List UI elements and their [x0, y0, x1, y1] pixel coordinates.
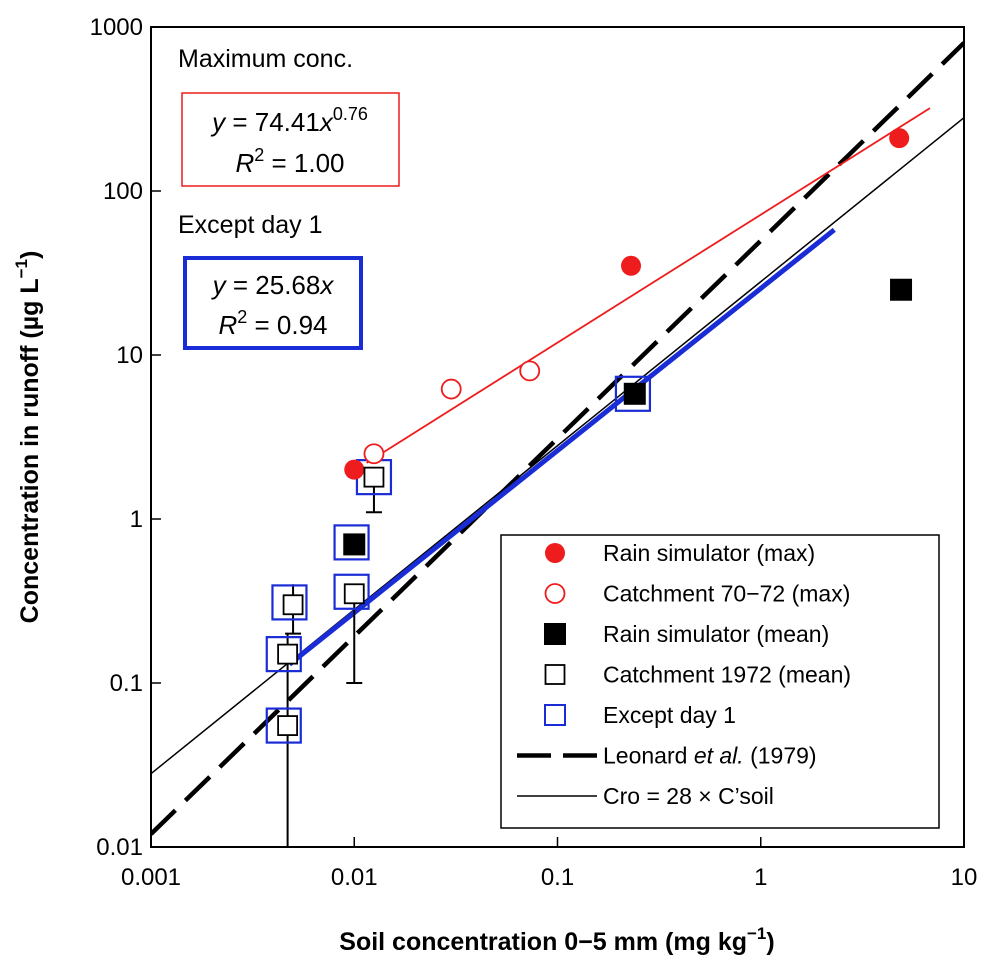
except-fit-line — [287, 227, 836, 667]
rain-simulator-max-point — [621, 255, 642, 276]
y-tick-label: 0.01 — [96, 834, 143, 861]
y-tick-label: 10 — [116, 342, 143, 369]
legend-label: Catchment 1972 (mean) — [603, 662, 851, 688]
except-equation-box — [183, 256, 363, 350]
x-tick-label: 0.01 — [331, 864, 378, 891]
y-axis-title: Concentration in runoff (µg L−1) — [12, 251, 44, 624]
except-day1-point — [271, 584, 308, 621]
x-tick-label: 10 — [951, 864, 978, 891]
rain-simulator-mean-point — [890, 278, 913, 301]
except-r2: R2 = 0.94 — [218, 307, 327, 340]
except-day1-point — [333, 524, 370, 561]
legend-label: Catchment 70−72 (max) — [603, 581, 850, 607]
max-fit-line — [366, 107, 931, 464]
y-tick-label: 1 — [130, 506, 143, 533]
max-equation-box — [181, 92, 400, 187]
max-equation: y = 74.41x0.76 — [210, 104, 368, 137]
except-equation: y = 25.68x — [211, 270, 335, 300]
legend-label: Rain simulator (mean) — [603, 621, 829, 647]
annotation-except-title: Except day 1 — [178, 211, 323, 239]
rain-simulator-max-point — [344, 459, 365, 480]
y-tick-label: 100 — [103, 178, 143, 205]
catchment-max-point — [363, 443, 385, 465]
rain-simulator-mean-point — [623, 382, 646, 405]
except-day1-point — [614, 375, 652, 412]
legend-symbol — [544, 623, 566, 645]
legend-symbol — [545, 543, 565, 563]
catchment-mean-point — [363, 466, 385, 488]
rain-simulator-max-point — [889, 128, 910, 149]
y-tick-label: 0.1 — [110, 670, 143, 697]
legend-label: Cro = 28 × C’soil — [603, 783, 774, 809]
catchment-mean-point — [282, 594, 304, 616]
x-axis-title: Soil concentration 0−5 mm (mg kg−1) — [339, 924, 774, 956]
legend-symbol — [544, 583, 566, 604]
max-r2: R2 = 1.00 — [235, 145, 344, 178]
annotation-maximum-title: Maximum conc. — [178, 45, 353, 73]
leonard-line — [151, 41, 964, 836]
except-day1-point — [333, 573, 370, 610]
rain-simulator-mean-point — [343, 533, 366, 556]
catchment-max-point — [440, 378, 462, 400]
except-day1-point — [265, 707, 302, 744]
catchment-mean-point — [343, 583, 365, 605]
x-tick-label: 0.1 — [541, 864, 574, 891]
x-tick-label: 0.001 — [121, 864, 181, 891]
legend-symbol — [544, 664, 566, 685]
legend: Rain simulator (max) Catchment 70−72 (max… — [500, 534, 940, 829]
legend-box — [500, 534, 940, 829]
y-tick-label: 1000 — [90, 14, 143, 41]
x-tick-label: 1 — [754, 864, 767, 891]
except-day1-point — [265, 636, 302, 673]
catchment-mean-point — [277, 715, 299, 736]
axis-ticks: 0.001 0.01 0.1 1 10 0.01 0.1 1 10 100 1000 — [90, 14, 978, 891]
legend-label: Except day 1 — [603, 702, 736, 728]
legend-symbol — [544, 704, 566, 726]
catchment-max-point — [519, 360, 541, 382]
catchment-mean-point — [277, 643, 299, 665]
legend-label: Leonard et al. (1979) — [603, 743, 817, 769]
legend-label: Rain simulator (max) — [603, 540, 815, 566]
points-layer — [265, 128, 913, 744]
